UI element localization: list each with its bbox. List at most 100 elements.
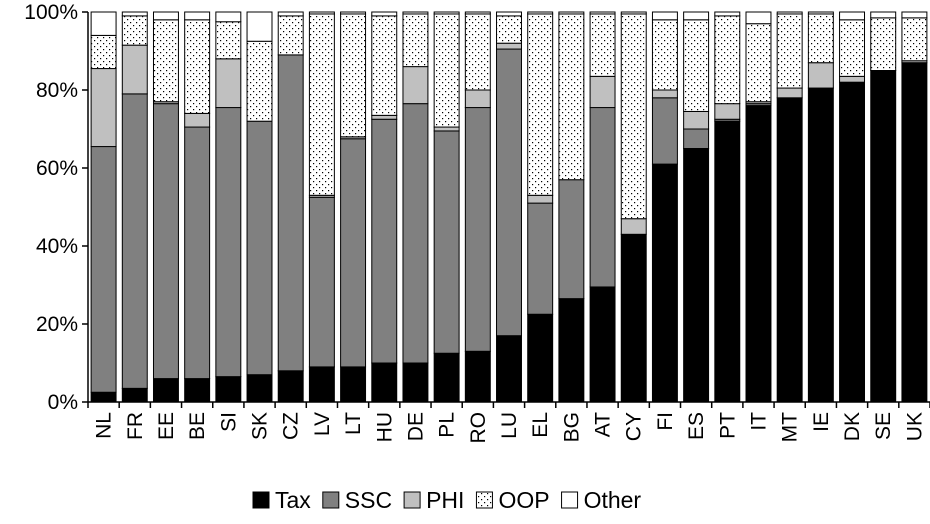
x-tick-label-dk: DK xyxy=(841,412,864,441)
bar-segment-si-other xyxy=(215,11,242,23)
y-tick-label: 100% xyxy=(24,1,78,24)
x-axis: NL FR EE BE SI SK CZ LV LT HU DE PL RO LU EL BG AT CY FI ES… xyxy=(87,401,930,444)
bar-segment-lu-ssc xyxy=(496,48,522,337)
bar-segment-ie-tax xyxy=(807,87,834,403)
bar-segment-fr-phi xyxy=(121,44,148,95)
y-tick-label: 20% xyxy=(36,313,78,336)
bar-segment-el-tax xyxy=(527,313,554,403)
bar-segment-cy-tax xyxy=(620,233,647,403)
x-tick-label-lt: LT xyxy=(342,412,365,435)
legend-label-other: Other xyxy=(584,487,642,513)
bar-segment-mt-tax xyxy=(776,97,803,403)
bar-segment-es-tax xyxy=(683,148,710,403)
bar-segment-se-other xyxy=(870,11,897,19)
x-tick-label-de: DE xyxy=(404,412,427,441)
bar-segment-se-tax xyxy=(870,70,897,403)
x-tick-label-pl: PL xyxy=(436,412,459,438)
bar-segment-pl-tax xyxy=(433,352,460,403)
x-tick-label-fi: FI xyxy=(654,412,677,431)
x-tick-label-el: EL xyxy=(529,412,552,438)
bar-segment-ie-oop xyxy=(807,13,834,64)
bar-segment-nl-phi xyxy=(90,68,117,148)
bar-segment-dk-phi xyxy=(839,75,866,83)
bar-segment-dk-tax xyxy=(839,81,866,403)
bar-segment-dk-oop xyxy=(839,19,866,77)
bar-segment-dk-other xyxy=(839,11,866,21)
bar-segment-fi-tax xyxy=(651,163,678,403)
bar-segment-cy-oop xyxy=(620,13,647,220)
bar-segment-ro-oop xyxy=(464,13,491,91)
bar-segment-es-oop xyxy=(683,19,710,112)
bar-segment-be-other xyxy=(184,11,211,21)
bar-segment-fr-oop xyxy=(121,15,148,46)
y-tick-label: 40% xyxy=(36,235,78,258)
bar-segment-ro-ssc xyxy=(464,107,491,352)
bar-segment-mt-phi xyxy=(776,87,803,99)
bar-segment-el-oop xyxy=(527,13,554,196)
bar-segment-uk-other xyxy=(901,11,928,19)
x-tick-label-pt: PT xyxy=(716,412,739,439)
legend-label-ssc: SSC xyxy=(345,487,392,513)
bar-segment-fi-ssc xyxy=(651,97,678,165)
bar-segment-sk-oop xyxy=(246,40,273,122)
bar-segment-pl-ssc xyxy=(433,130,460,354)
bar-segment-cz-ssc xyxy=(277,54,304,372)
bar-segment-bg-tax xyxy=(558,298,585,403)
bar-segment-lu-oop xyxy=(496,15,522,44)
bar-segment-fr-ssc xyxy=(121,93,148,389)
x-tick-label-it: IT xyxy=(747,412,770,431)
bar-segment-lt-ssc xyxy=(340,138,367,368)
x-tick-label-bg: BG xyxy=(560,412,583,442)
x-tick-label-be: BE xyxy=(186,412,209,440)
bar-segment-lt-tax xyxy=(340,366,367,403)
bar-segment-be-ssc xyxy=(184,126,211,380)
bar-segment-el-other xyxy=(527,11,554,15)
bar-segment-lu-tax xyxy=(496,335,522,403)
x-tick-label-cz: CZ xyxy=(280,412,303,440)
bar-segment-ee-oop xyxy=(152,19,179,103)
bar-segment-el-phi xyxy=(527,194,554,204)
bar-segment-ee-other xyxy=(152,11,179,21)
bar-segment-pt-other xyxy=(714,11,741,17)
bar-segment-ro-other xyxy=(464,11,491,15)
bar-segment-es-phi xyxy=(683,110,710,130)
bar-segment-pt-oop xyxy=(714,15,741,105)
legend-swatch-tax xyxy=(252,491,270,509)
bar-segment-cy-phi xyxy=(620,218,647,235)
bar-segment-cy-other xyxy=(620,11,647,15)
legend: Tax SSC PHI OOP Other xyxy=(252,487,642,513)
bars xyxy=(90,11,928,403)
bar-segment-hu-oop xyxy=(371,15,398,116)
x-tick-label-ee: EE xyxy=(155,412,178,440)
legend-label-oop: OOP xyxy=(498,487,549,513)
bar-segment-fr-other xyxy=(121,11,148,17)
bar-segment-si-phi xyxy=(215,58,242,109)
x-tick-label-si: SI xyxy=(217,412,240,432)
bar-segment-hu-tax xyxy=(371,362,398,403)
bar-segment-be-oop xyxy=(184,19,211,114)
legend-swatch-ssc xyxy=(322,491,340,509)
bar-segment-ie-other xyxy=(807,11,834,15)
bar-segment-ee-tax xyxy=(152,378,179,403)
bar-segment-sk-ssc xyxy=(246,120,273,376)
x-tick-label-lv: LV xyxy=(311,412,334,436)
bar-segment-es-other xyxy=(683,11,710,21)
bar-segment-lv-oop xyxy=(308,13,335,196)
bar-segment-es-ssc xyxy=(683,128,710,149)
bar-segment-at-tax xyxy=(589,286,616,403)
bar-segment-pl-phi xyxy=(433,126,460,132)
bar-segment-ee-ssc xyxy=(152,103,179,380)
bar-segment-lv-tax xyxy=(308,366,335,403)
bar-segment-uk-tax xyxy=(901,62,928,403)
bar-segment-nl-other xyxy=(90,11,117,36)
x-tick-label-ro: RO xyxy=(467,412,490,444)
bar-segment-fi-other xyxy=(651,11,678,21)
bar-segment-fi-phi xyxy=(651,89,678,99)
bar-segment-hu-ssc xyxy=(371,118,398,364)
bar-segment-lv-ssc xyxy=(308,196,335,368)
bar-segment-hu-other xyxy=(371,11,398,17)
bar-segment-bg-other xyxy=(558,11,585,15)
bar-segment-at-oop xyxy=(589,13,616,77)
bar-segment-pl-other xyxy=(433,11,460,15)
